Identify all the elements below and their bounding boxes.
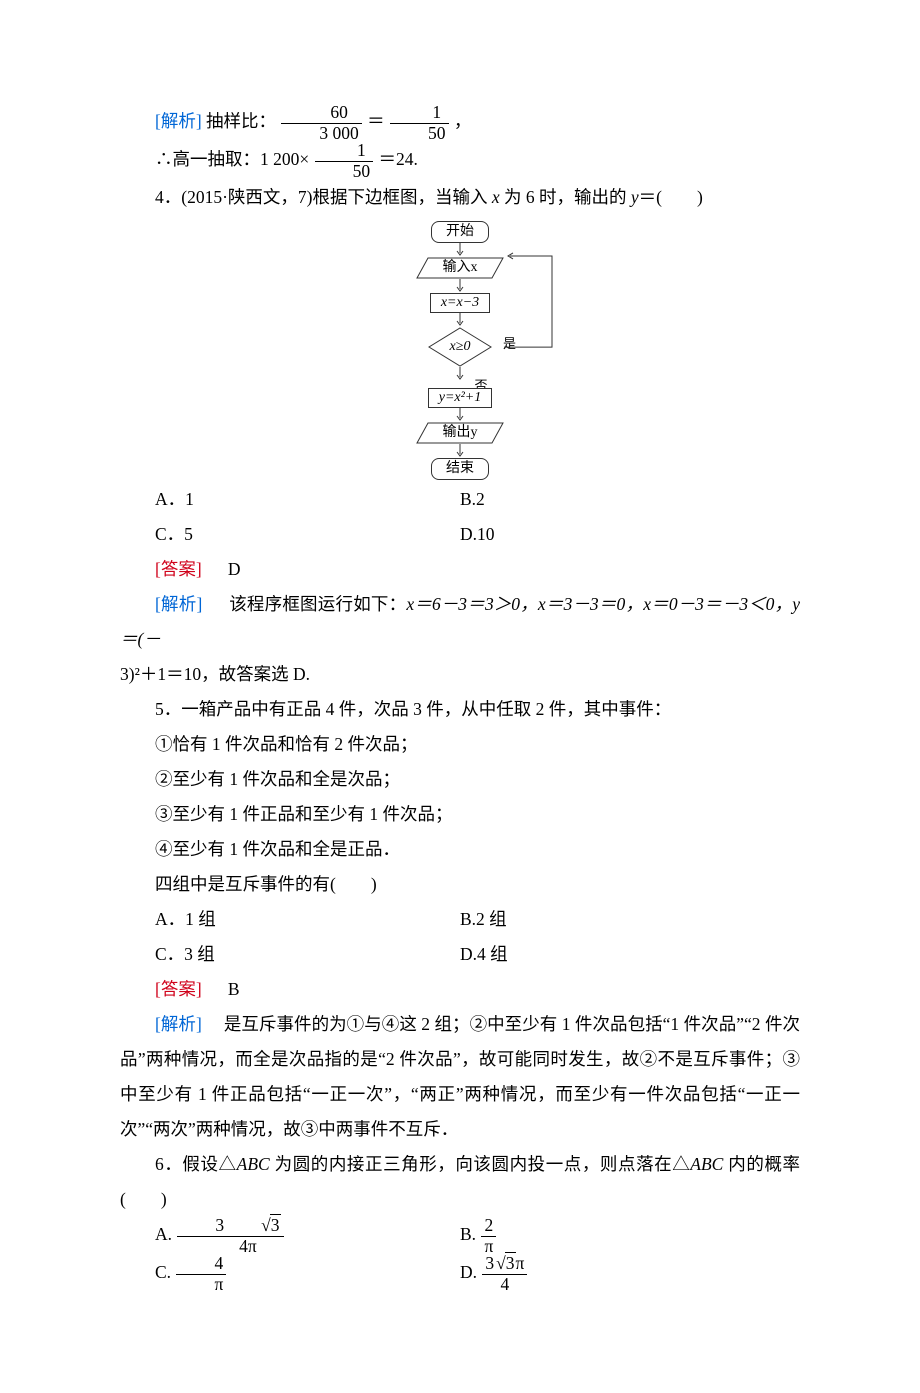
fc-arrow-icon: [456, 313, 464, 327]
exam-page: [解析] 抽样比： 60 3 000 ＝ 1 50 ， ∴高一抽取：1 200×…: [0, 0, 920, 1393]
q4-options-row2: C．5 D.10: [120, 517, 800, 552]
q5-i2: ②至少有 1 件次品和全是次品；: [120, 762, 800, 797]
option-d: D.4 组: [460, 937, 800, 972]
fc-loop: 输入x x=x−3 x≥0 是: [416, 257, 504, 367]
analysis-label: [解析]: [155, 1014, 202, 1034]
q5-options-row1: A．1 组 B.2 组: [120, 902, 800, 937]
option-b: B.2 组: [460, 902, 800, 937]
fraction: 1 50: [315, 142, 374, 180]
option-b: B.2: [460, 482, 800, 517]
fc-arrow-icon: [456, 279, 464, 293]
flowchart: 开始 输入x x=x−3 x≥0 是 否 y=x²+: [375, 221, 545, 480]
q4-analysis-l2: 3)²＋1＝10，故答案选 D.: [120, 657, 800, 692]
fraction: 33 4π: [177, 1217, 283, 1255]
fraction: 60 3 000: [281, 104, 361, 142]
q5-stem: 5．一箱产品中有正品 4 件，次品 3 件，从中任取 2 件，其中事件：: [120, 692, 800, 727]
q4-options-row1: A．1 B.2: [120, 482, 800, 517]
option-a: A. 33 4π: [120, 1217, 460, 1255]
fraction: 2 π: [481, 1217, 496, 1255]
q5-options-row2: C．3 组 D.4 组: [120, 937, 800, 972]
fc-arrow-icon: [456, 367, 464, 381]
q4-analysis-l1: [解析] 该程序框图运行如下：x＝6－3＝3＞0，x＝3－3＝0，x＝0－3＝－…: [120, 587, 800, 657]
fc-yes-label: 是: [503, 337, 516, 350]
q5-i3: ③至少有 1 件正品和至少有 1 件次品；: [120, 797, 800, 832]
q5-i1: ①恰有 1 件次品和恰有 2 件次品；: [120, 727, 800, 762]
q3-analysis-line2: ∴高一抽取：1 200× 1 50 ＝24.: [120, 142, 800, 180]
fraction: 4 π: [176, 1255, 226, 1293]
fc-output: 输出y: [416, 422, 504, 444]
answer-value: D: [228, 559, 241, 579]
fc-step1: x=x−3: [430, 293, 490, 313]
option-d: D. 33π 4: [460, 1255, 800, 1293]
answer-label: [答案]: [155, 979, 202, 999]
tail: ，: [454, 111, 472, 131]
option-a: A．1: [120, 482, 460, 517]
option-d: D.10: [460, 517, 800, 552]
q5-ask: 四组中是互斥事件的有( ): [120, 867, 800, 902]
q5-analysis: [解析] 是互斥事件的为①与④这 2 组；②中至少有 1 件次品包括“1 件次品…: [120, 1007, 800, 1147]
fc-end: 结束: [431, 458, 489, 480]
analysis-label: [解析]: [155, 111, 202, 131]
q5-answer: [答案] B: [120, 972, 800, 1007]
option-b: B. 2 π: [460, 1217, 800, 1255]
fraction: 1 50: [390, 104, 449, 142]
q4-answer: [答案] D: [120, 552, 800, 587]
fc-arrow-icon: [456, 243, 464, 257]
q6-stem: 6．假设△ABC 为圆的内接正三角形，向该圆内投一点，则点落在△ABC 内的概率…: [120, 1147, 800, 1217]
option-c: C．5: [120, 517, 460, 552]
text: ∴高一抽取：1 200×: [155, 149, 309, 169]
fc-arrow-icon: [456, 408, 464, 422]
option-c: C．3 组: [120, 937, 460, 972]
fc-step2: y=x²+1: [428, 388, 493, 408]
analysis-label: [解析]: [155, 594, 202, 614]
text: ＝24.: [379, 149, 418, 169]
fc-start: 开始: [431, 221, 489, 243]
q6-options-row2: C. 4 π D. 33π 4: [120, 1255, 800, 1293]
option-a: A．1 组: [120, 902, 460, 937]
answer-label: [答案]: [155, 559, 202, 579]
answer-value: B: [228, 979, 240, 999]
option-c: C. 4 π: [120, 1255, 460, 1293]
fc-arrow-icon: [456, 444, 464, 458]
q5-i4: ④至少有 1 件次品和全是正品．: [120, 832, 800, 867]
fc-input: 输入x: [416, 257, 504, 279]
eq: ＝: [367, 111, 385, 131]
q3-analysis-line1: [解析] 抽样比： 60 3 000 ＝ 1 50 ，: [120, 104, 800, 142]
q4-stem: 4．(2015·陕西文，7)根据下边框图，当输入 x 为 6 时，输出的 y＝(…: [120, 180, 800, 215]
fraction: 33π 4: [482, 1255, 527, 1293]
q6-options-row1: A. 33 4π B. 2 π: [120, 1217, 800, 1255]
text: 抽样比：: [206, 111, 276, 131]
fc-decision: x≥0 是: [428, 327, 492, 367]
